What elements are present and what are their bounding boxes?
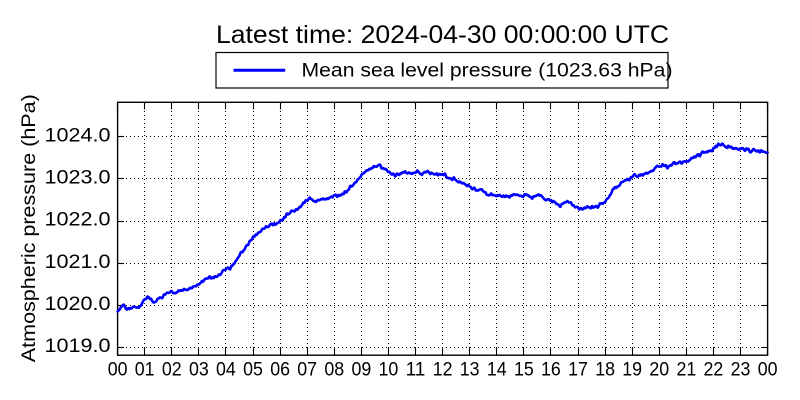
svg-text:03: 03 — [189, 358, 209, 380]
svg-text:1020.0: 1020.0 — [45, 293, 111, 315]
svg-text:1023.0: 1023.0 — [45, 167, 111, 189]
svg-text:15: 15 — [514, 358, 534, 380]
svg-text:02: 02 — [162, 358, 182, 380]
svg-text:06: 06 — [270, 358, 290, 380]
svg-text:18: 18 — [595, 358, 615, 380]
svg-text:05: 05 — [243, 358, 263, 380]
svg-text:21: 21 — [676, 358, 696, 380]
svg-text:23: 23 — [731, 358, 751, 380]
svg-text:11: 11 — [406, 358, 426, 380]
svg-text:1022.0: 1022.0 — [45, 209, 111, 231]
svg-text:14: 14 — [487, 358, 507, 380]
svg-text:Atmospheric pressure (hPa): Atmospheric pressure (hPa) — [18, 94, 40, 362]
svg-text:1021.0: 1021.0 — [45, 251, 111, 273]
svg-text:00: 00 — [758, 358, 778, 380]
svg-text:04: 04 — [216, 358, 236, 380]
svg-text:1024.0: 1024.0 — [45, 125, 111, 147]
svg-text:01: 01 — [135, 358, 155, 380]
svg-text:00: 00 — [108, 358, 128, 380]
svg-text:17: 17 — [568, 358, 588, 380]
svg-text:16: 16 — [541, 358, 561, 380]
svg-text:07: 07 — [297, 358, 317, 380]
svg-text:08: 08 — [324, 358, 344, 380]
svg-text:12: 12 — [433, 358, 453, 380]
svg-text:13: 13 — [460, 358, 480, 380]
svg-text:10: 10 — [379, 358, 399, 380]
svg-text:Latest time: 2024-04-30 00:00:: Latest time: 2024-04-30 00:00:00 UTC — [216, 21, 669, 49]
svg-text:19: 19 — [622, 358, 642, 380]
svg-text:Mean sea level pressure (1023.: Mean sea level pressure (1023.63 hPa) — [302, 60, 673, 82]
svg-text:22: 22 — [704, 358, 724, 380]
svg-text:1019.0: 1019.0 — [45, 335, 111, 357]
svg-text:20: 20 — [649, 358, 669, 380]
svg-text:09: 09 — [351, 358, 371, 380]
